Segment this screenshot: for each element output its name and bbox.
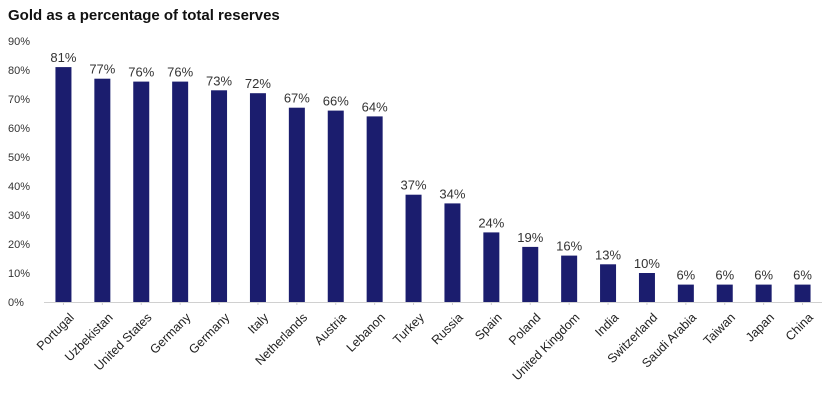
x-tick-label: India bbox=[592, 310, 621, 339]
bar bbox=[716, 284, 733, 302]
bar bbox=[211, 90, 228, 302]
bar bbox=[366, 116, 383, 303]
data-label: 76% bbox=[128, 65, 154, 80]
bar bbox=[405, 194, 422, 302]
bar bbox=[94, 78, 111, 302]
y-tick-label: 20% bbox=[8, 239, 30, 251]
data-label: 6% bbox=[754, 268, 773, 283]
y-tick-label: 30% bbox=[8, 210, 30, 222]
data-label: 37% bbox=[401, 178, 427, 193]
bar bbox=[794, 284, 811, 302]
y-tick-label: 70% bbox=[8, 94, 30, 106]
bar bbox=[133, 81, 150, 302]
x-tick-label: Italy bbox=[245, 310, 272, 337]
y-tick-label: 80% bbox=[8, 65, 30, 77]
data-label: 6% bbox=[793, 268, 812, 283]
y-tick-label: 10% bbox=[8, 268, 30, 280]
x-tick-label: Poland bbox=[506, 310, 543, 347]
y-tick-label: 0% bbox=[8, 297, 24, 309]
y-tick-label: 40% bbox=[8, 181, 30, 193]
x-tick-label: Russia bbox=[429, 310, 466, 347]
x-tick-label: Japan bbox=[743, 310, 777, 344]
y-tick-label: 90% bbox=[8, 36, 30, 48]
data-label: 77% bbox=[89, 62, 115, 77]
bar bbox=[561, 255, 578, 302]
x-tick-label: China bbox=[783, 310, 816, 343]
bar bbox=[677, 284, 694, 302]
bar bbox=[444, 203, 461, 302]
data-label: 24% bbox=[478, 215, 504, 230]
bar bbox=[600, 264, 617, 302]
data-label: 6% bbox=[715, 268, 734, 283]
data-label: 19% bbox=[517, 230, 543, 245]
x-tick-label: Lebanon bbox=[344, 310, 388, 354]
data-label: 16% bbox=[556, 239, 582, 254]
data-label: 34% bbox=[439, 186, 465, 201]
y-tick-label: 60% bbox=[8, 123, 30, 135]
bar bbox=[327, 110, 344, 302]
data-label: 67% bbox=[284, 91, 310, 106]
x-tick-label: United Kingdom bbox=[510, 310, 583, 383]
data-label: 76% bbox=[167, 65, 193, 80]
data-label: 72% bbox=[245, 76, 271, 91]
x-tick-label: Germany bbox=[147, 310, 194, 357]
chart-title: Gold as a percentage of total reserves bbox=[8, 7, 280, 24]
data-label: 64% bbox=[362, 99, 388, 114]
data-label: 81% bbox=[50, 50, 76, 65]
x-tick-label: Spain bbox=[472, 310, 505, 343]
x-tick-label: Austria bbox=[312, 310, 349, 347]
x-tick-label: Germany bbox=[186, 310, 233, 357]
bar bbox=[249, 93, 266, 302]
data-label: 6% bbox=[676, 268, 695, 283]
data-label: 73% bbox=[206, 73, 232, 88]
bar bbox=[172, 81, 189, 302]
bar bbox=[522, 246, 539, 302]
bar bbox=[288, 107, 305, 302]
x-tick-label: Turkey bbox=[390, 310, 427, 347]
data-label: 13% bbox=[595, 247, 621, 262]
data-label: 66% bbox=[323, 94, 349, 109]
x-tick-label: Taiwan bbox=[701, 310, 738, 347]
bar bbox=[55, 67, 72, 302]
data-label: 10% bbox=[634, 256, 660, 271]
bar bbox=[638, 273, 655, 302]
bar bbox=[755, 284, 772, 302]
bar bbox=[483, 232, 500, 302]
y-tick-label: 50% bbox=[8, 152, 30, 164]
